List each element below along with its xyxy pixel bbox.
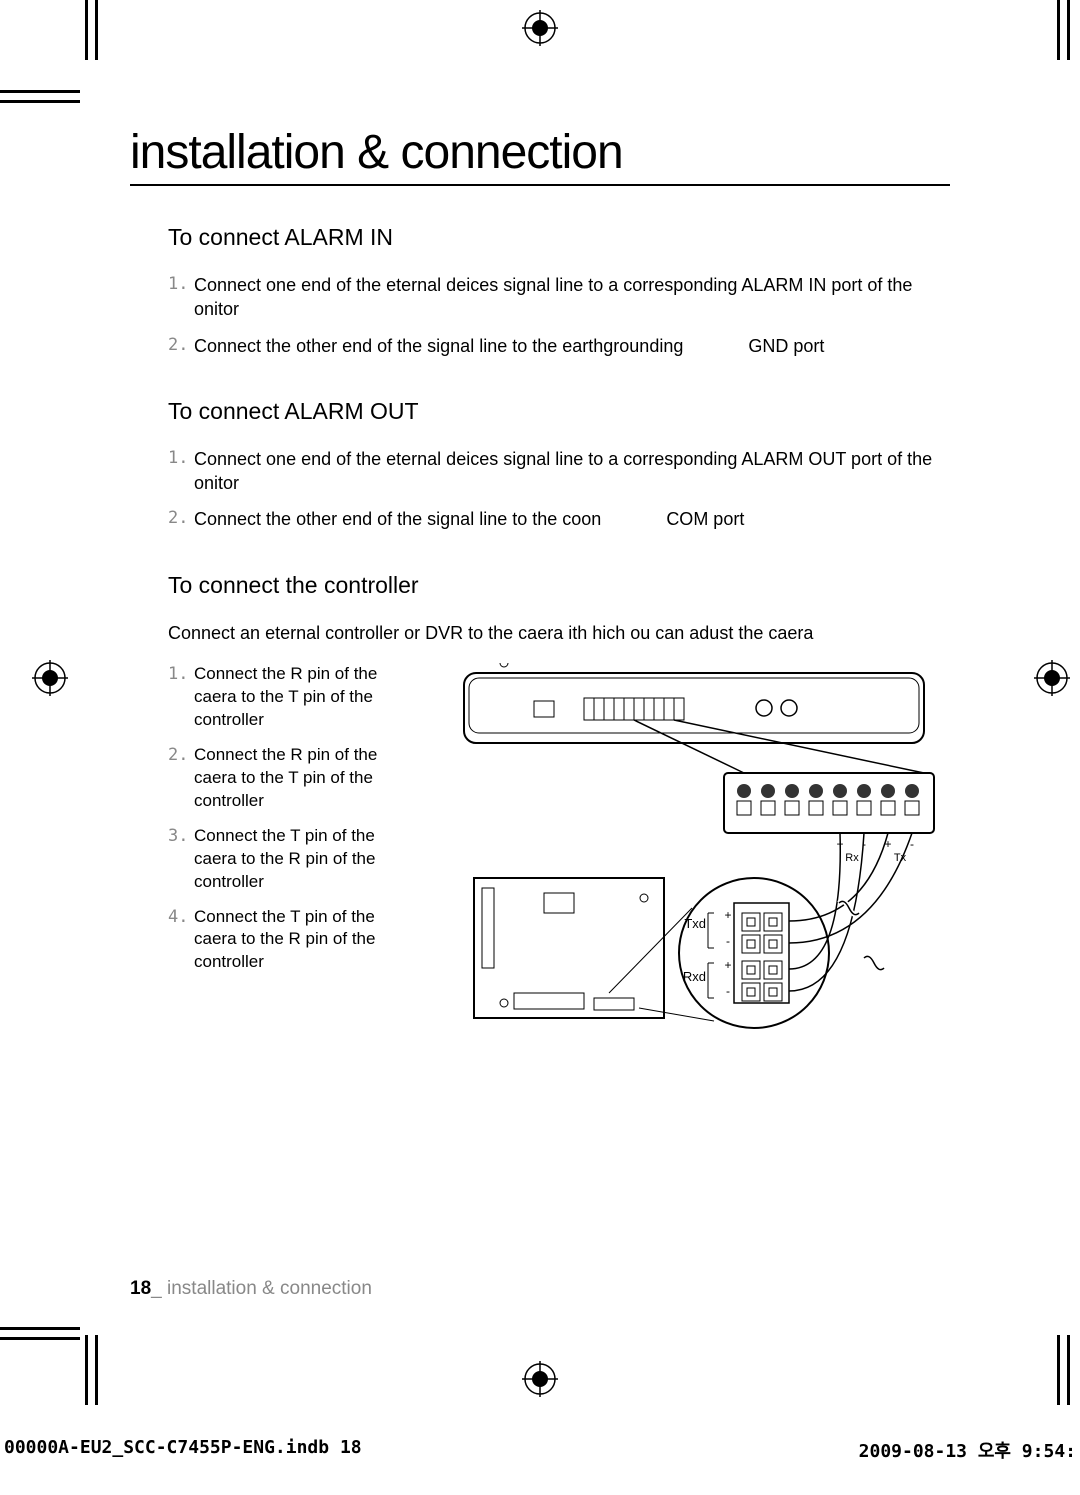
- crop-mark: [0, 90, 80, 93]
- list-number: 1.: [168, 273, 194, 322]
- port-label: GND port: [748, 334, 824, 358]
- svg-text:-: -: [726, 984, 730, 998]
- list-item: 1. Connect one end of the eternal deices…: [168, 273, 950, 322]
- crop-mark: [1067, 0, 1070, 60]
- port-label: COM port: [666, 507, 744, 531]
- txd-label: Txd: [684, 916, 706, 931]
- connection-diagram: + - + - Rx Tx: [438, 663, 950, 1033]
- print-timestamp: 2009-08-13 오후 9:54:: [859, 1437, 1076, 1463]
- list-number: 4.: [168, 906, 194, 975]
- svg-text:+: +: [724, 908, 731, 922]
- crop-mark: [0, 100, 80, 103]
- list-text: Connect one end of the eternal deices si…: [194, 447, 950, 496]
- list-text: Connect the R pin of the caera to the T …: [194, 663, 418, 732]
- crop-mark: [95, 0, 98, 60]
- list-number: 1.: [168, 663, 194, 732]
- diagram-column: + - + - Rx Tx: [438, 663, 950, 1038]
- crop-mark: [1057, 1335, 1060, 1405]
- page-content: installation & connection To connect ALA…: [130, 125, 950, 1038]
- list-text: Connect one end of the eternal deices si…: [194, 273, 950, 322]
- list-number: 2.: [168, 334, 194, 358]
- registration-mark-icon: [522, 10, 558, 46]
- list-text: Connect the R pin of the caera to the T …: [194, 744, 418, 813]
- crop-mark: [1057, 0, 1060, 60]
- list-item: 2. Connect the other end of the signal l…: [168, 507, 950, 531]
- footer-separator: _: [151, 1278, 162, 1299]
- list-number: 2.: [168, 507, 194, 531]
- crop-mark: [95, 1335, 98, 1405]
- section-heading-alarm-out: To connect ALARM OUT: [168, 398, 950, 425]
- list-item: 1. Connect one end of the eternal deices…: [168, 447, 950, 496]
- alarm-in-list: 1. Connect one end of the eternal deices…: [168, 273, 950, 358]
- svg-text:-: -: [726, 934, 730, 948]
- controller-steps: 1. Connect the R pin of the caera to the…: [168, 663, 418, 1038]
- list-item: 2. Connect the R pin of the caera to the…: [168, 744, 418, 813]
- list-text-main: Connect the other end of the signal line…: [194, 336, 683, 356]
- list-item: 2. Connect the other end of the signal l…: [168, 334, 950, 358]
- page-footer: 18_ installation & connection: [130, 1278, 372, 1300]
- crop-mark: [85, 1335, 88, 1405]
- rxd-label: Rxd: [683, 969, 706, 984]
- list-text-main: Connect the other end of the signal line…: [194, 509, 601, 529]
- registration-mark-icon: [522, 1361, 558, 1397]
- controller-intro: Connect an eternal controller or DVR to …: [168, 621, 950, 645]
- file-name: 00000A-EU2_SCC-C7455P-ENG.indb 18: [4, 1437, 362, 1463]
- list-text: Connect the other end of the signal line…: [194, 334, 950, 358]
- crop-mark: [0, 1327, 80, 1330]
- list-item: 1. Connect the R pin of the caera to the…: [168, 663, 418, 732]
- registration-mark-icon: [32, 660, 68, 696]
- svg-text:+: +: [724, 958, 731, 972]
- page-number: 18: [130, 1278, 151, 1299]
- list-text: Connect the T pin of the caera to the R …: [194, 825, 418, 894]
- registration-mark-icon: [1034, 660, 1070, 696]
- rx-label: Rx: [845, 852, 859, 864]
- crop-mark: [0, 1337, 80, 1340]
- list-number: 2.: [168, 744, 194, 813]
- list-text: Connect the other end of the signal line…: [194, 507, 950, 531]
- controller-content: 1. Connect the R pin of the caera to the…: [168, 663, 950, 1038]
- section-heading-controller: To connect the controller: [168, 572, 950, 599]
- page-title: installation & connection: [130, 125, 950, 186]
- list-number: 1.: [168, 447, 194, 496]
- alarm-out-list: 1. Connect one end of the eternal deices…: [168, 447, 950, 532]
- list-number: 3.: [168, 825, 194, 894]
- list-item: 4. Connect the T pin of the caera to the…: [168, 906, 418, 975]
- crop-mark: [85, 0, 88, 60]
- footer-section: installation & connection: [162, 1278, 372, 1299]
- list-item: 3. Connect the T pin of the caera to the…: [168, 825, 418, 894]
- print-metadata: 00000A-EU2_SCC-C7455P-ENG.indb 18 2009-0…: [0, 1437, 1080, 1463]
- list-text: Connect the T pin of the caera to the R …: [194, 906, 418, 975]
- crop-mark: [1067, 1335, 1070, 1405]
- section-heading-alarm-in: To connect ALARM IN: [168, 224, 950, 251]
